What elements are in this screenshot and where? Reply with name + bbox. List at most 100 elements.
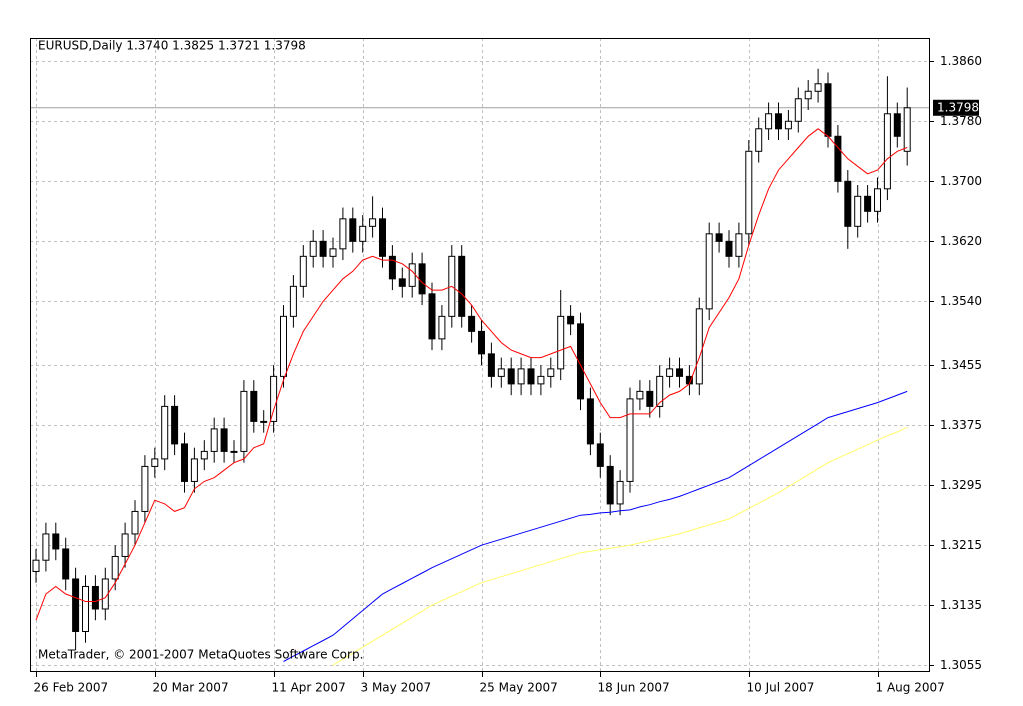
candle-body: [309, 240, 317, 257]
candle-body: [161, 405, 169, 460]
candle-body: [408, 263, 416, 287]
candle-body: [735, 233, 743, 257]
candle-body: [676, 368, 683, 377]
candle-body: [62, 548, 70, 580]
candle-body: [171, 405, 179, 445]
candle-body: [141, 465, 149, 512]
candle-body: [468, 315, 476, 332]
x-tick-label: 10 Jul 2007: [747, 681, 815, 695]
candle-body: [32, 559, 40, 572]
candle-body: [547, 368, 555, 377]
y-tick-label: 1.3375: [940, 418, 982, 432]
x-tick-label: 3 May 2007: [361, 681, 432, 695]
candle-body: [557, 315, 565, 370]
x-tick-label: 11 Apr 2007: [272, 681, 346, 695]
candle-body: [190, 458, 198, 482]
y-tick-label: 1.3295: [940, 478, 982, 492]
candle-body: [596, 443, 604, 467]
candle-body: [131, 510, 139, 535]
plot-border: [30, 38, 930, 672]
y-tick-label: 1.3215: [940, 538, 982, 552]
candle-body: [240, 390, 248, 452]
price-tag: [933, 99, 979, 116]
candle-body: [329, 248, 337, 257]
candle-body: [883, 113, 891, 190]
candle-body: [52, 533, 60, 550]
candle-body: [507, 368, 515, 385]
candle-body: [339, 218, 347, 250]
candle-body: [91, 585, 99, 610]
candle-body: [646, 390, 654, 407]
moving-average: [35, 128, 908, 621]
x-tick-label: 1 Aug 2007: [876, 681, 945, 695]
plot-area: [31, 68, 929, 666]
candle-body: [379, 218, 386, 257]
x-tick-label: 26 Feb 2007: [34, 681, 109, 695]
candle-body: [903, 107, 911, 152]
candle-body: [369, 218, 377, 227]
candle-body: [517, 368, 525, 385]
candle-body: [398, 278, 406, 287]
y-tick-label: 1.3540: [940, 294, 982, 308]
candle-body: [527, 368, 535, 385]
candle-body: [606, 465, 614, 505]
candle-body: [755, 128, 763, 152]
y-tick-label: 1.3135: [940, 598, 982, 612]
candle-body: [458, 255, 466, 317]
x-tick-label: 18 Jun 2007: [598, 681, 670, 695]
candle-body: [250, 390, 258, 422]
axes: 1.3860 1.3780 1.3700 1.3620 1.3540 1.3455 1.33…: [34, 54, 983, 695]
candle-body: [616, 480, 624, 505]
candle-body: [388, 255, 396, 280]
price-tag-label: 1.3798: [937, 100, 979, 114]
candle-body: [666, 368, 674, 377]
candle-body: [319, 240, 327, 257]
candle-body: [280, 315, 287, 377]
candle-body: [359, 225, 367, 242]
candle-body: [814, 83, 822, 92]
candle-body: [844, 180, 852, 227]
candle-body: [230, 450, 238, 453]
candle-body: [121, 533, 129, 557]
candle-body: [497, 368, 505, 377]
candle-body: [893, 113, 901, 137]
candle-body: [220, 428, 228, 452]
candle-body: [715, 233, 723, 242]
y-tick-label: 1.3780: [940, 114, 982, 128]
candle-body: [418, 263, 426, 295]
candle-body: [151, 458, 159, 467]
candle-body: [725, 240, 733, 257]
candle-body: [695, 308, 703, 385]
candle-body: [784, 120, 792, 130]
candle-body: [794, 98, 802, 122]
chart-title: EURUSD,Daily 1.3740 1.3825 1.3721 1.3798: [38, 39, 306, 53]
candle-body: [428, 293, 436, 340]
candle-body: [270, 375, 278, 422]
candle-body: [210, 428, 218, 452]
candle-body: [537, 375, 545, 385]
candle-body: [260, 420, 268, 423]
moving-average: [283, 390, 908, 662]
candle-body: [636, 390, 644, 400]
candle-body: [200, 450, 208, 460]
candle-body: [349, 218, 357, 242]
candle-body: [111, 555, 119, 580]
candle-body: [854, 195, 862, 227]
candle-body: [864, 195, 872, 212]
candle-body: [487, 353, 495, 377]
y-tick-label: 1.3700: [940, 174, 982, 188]
candle-body: [181, 443, 188, 482]
watermark: MetaTrader, © 2001-2007 MetaQuotes Softw…: [38, 648, 363, 662]
candle-body: [82, 585, 89, 632]
candle-body: [299, 255, 307, 287]
candle-body: [289, 285, 297, 317]
candle-body: [626, 398, 634, 482]
candle-body: [705, 233, 713, 310]
candle-body: [438, 315, 446, 340]
y-tick-label: 1.3455: [940, 358, 982, 372]
y-tick-label: 1.3620: [940, 234, 982, 248]
candle-body: [42, 533, 50, 561]
candle-body: [577, 323, 584, 400]
candle-body: [567, 315, 575, 325]
